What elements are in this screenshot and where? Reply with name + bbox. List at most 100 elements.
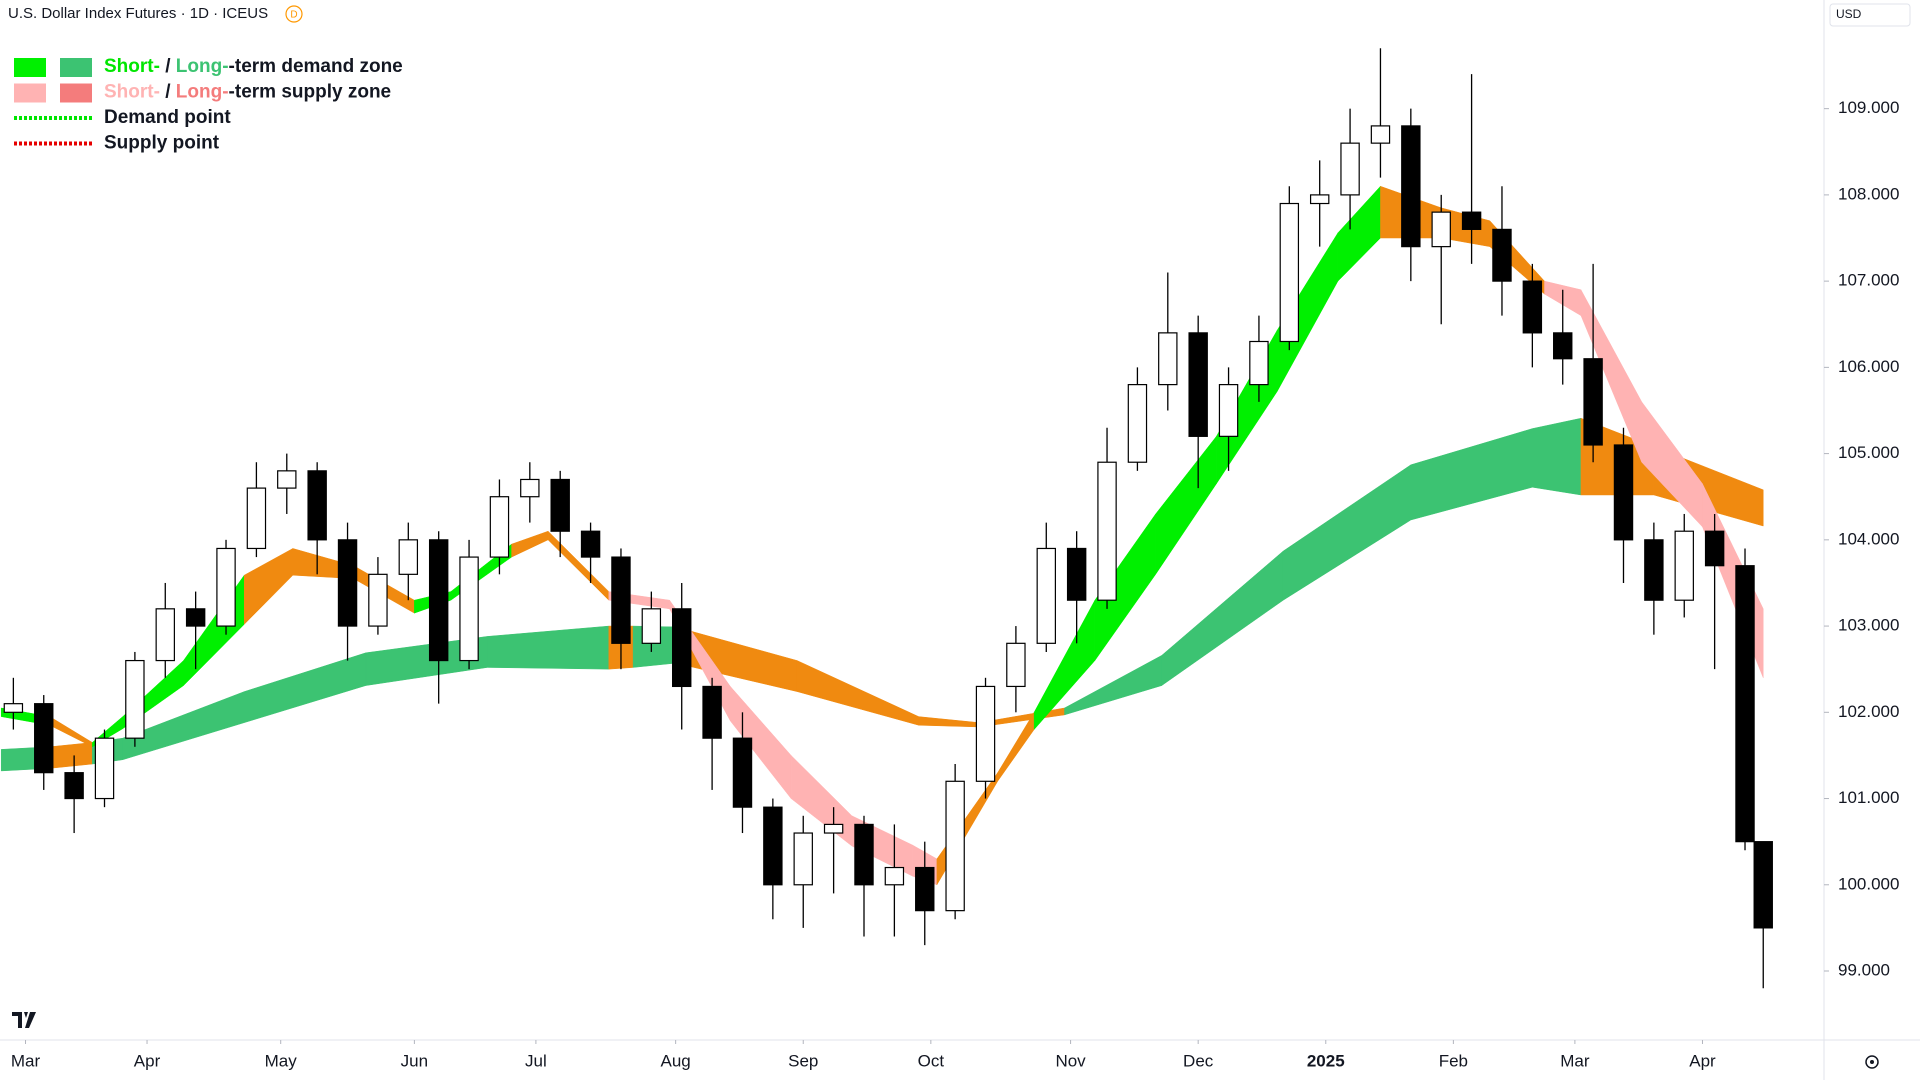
y-tick-label: 109.000 [1838,98,1899,117]
badge-label: D [290,10,297,21]
x-tick-label: Apr [134,1051,161,1070]
legend-text: Long- [176,56,229,77]
y-tick-label: 102.000 [1838,702,1899,721]
settings-icon-dot [1870,1060,1874,1064]
logo[interactable] [12,1012,36,1028]
candle-body [428,539,449,662]
y-tick-label: 104.000 [1838,529,1899,548]
legend-text: -term supply zone [229,82,392,103]
candle-body [641,608,662,644]
candle-body [611,556,631,644]
candle-body [1613,444,1634,541]
x-tick-label: Oct [918,1051,945,1070]
candle-body [94,737,115,800]
candle-body [459,556,479,662]
x-tick-label: May [265,1051,298,1070]
x-tick-label: Apr [1689,1051,1716,1070]
legend-text: Demand point [104,107,231,128]
candle-body [368,573,388,627]
candle-body [1583,358,1603,446]
candle-body [398,539,419,575]
candle-body [854,823,874,886]
x-tick-label: 2025 [1307,1051,1345,1070]
legend-label: Demand point [104,107,231,128]
candle-body [1674,530,1694,601]
candle-body [1158,332,1178,386]
candle-body [1553,332,1573,360]
candle-body [823,823,844,834]
candle-body [337,539,358,627]
y-tick-label: 101.000 [1838,788,1899,807]
legend-swatch [14,58,46,77]
candle-body [975,685,996,782]
legend-text: Short- [104,82,160,103]
candle-body [793,832,813,886]
legend-swatch [14,83,46,103]
legend-swatch [60,58,92,77]
candle-body [307,470,327,541]
candle-body [1066,547,1087,601]
x-tick-label: Aug [661,1051,691,1070]
candle-body [3,703,24,713]
candle-body [1431,211,1451,248]
candle-body [1492,228,1512,282]
candle-body [1097,461,1117,601]
y-tick-label: 103.000 [1838,616,1899,635]
candle-body [1188,332,1208,437]
x-tick-label: Feb [1439,1051,1468,1070]
legend-text: Supply point [104,133,220,154]
candle-body [1644,539,1664,601]
legend-label: Short- / Long--term supply zone [104,82,391,103]
candle-body [1127,384,1148,463]
candle-body [1218,384,1239,437]
candle-body [1309,194,1330,205]
candle-body [216,547,236,627]
y-tick-label: 100.000 [1838,874,1899,893]
candle-body [246,487,267,550]
x-tick-label: Mar [11,1051,41,1070]
legend: Short- / Long--term demand zone Short- / … [14,56,403,154]
x-tick-label: Dec [1183,1051,1214,1070]
x-tick-label: Nov [1055,1051,1086,1070]
legend-text: / [160,56,176,77]
badge [285,5,303,23]
y-tick-label: 99.000 [1838,960,1890,979]
candle-body [277,470,297,489]
candle-body [520,478,540,498]
candle-body [580,530,601,558]
x-tick-label: Mar [1560,1051,1590,1070]
candle-body [1340,142,1360,196]
candle-body [1279,202,1300,343]
legend-text: / [160,82,176,103]
candle-body [1735,565,1755,843]
candle-body [915,866,935,912]
legend-text: -term demand zone [229,56,403,77]
candle-body [945,780,965,912]
legend-swatch [60,83,92,103]
x-tick-label: Sep [788,1051,818,1070]
candle-body [1753,841,1773,929]
candle-body [884,866,905,886]
candle-body [1249,340,1269,386]
candle-body [1401,125,1421,248]
legend-text: Long- [176,82,229,103]
candle-body [34,703,54,774]
candle-body [702,685,722,739]
y-tick-label: 107.000 [1838,271,1899,290]
legend-text: Short- [104,56,160,77]
candle-body [64,772,84,800]
zone-segment [49,742,93,769]
y-tick-label: 105.000 [1838,443,1899,462]
candle-body [1006,642,1026,688]
x-tick-label: Jul [525,1051,547,1070]
candle-body [1704,530,1725,567]
currency-box[interactable] [1829,3,1911,27]
candle-body [155,608,175,662]
candle-body [1522,280,1543,334]
candle-body [1461,211,1482,230]
symbol-title: U.S. Dollar Index Futures · 1D · ICEUS [8,5,268,22]
settings-icon[interactable] [1865,1055,1879,1069]
candle-body [185,608,206,627]
candle-body [489,496,510,558]
